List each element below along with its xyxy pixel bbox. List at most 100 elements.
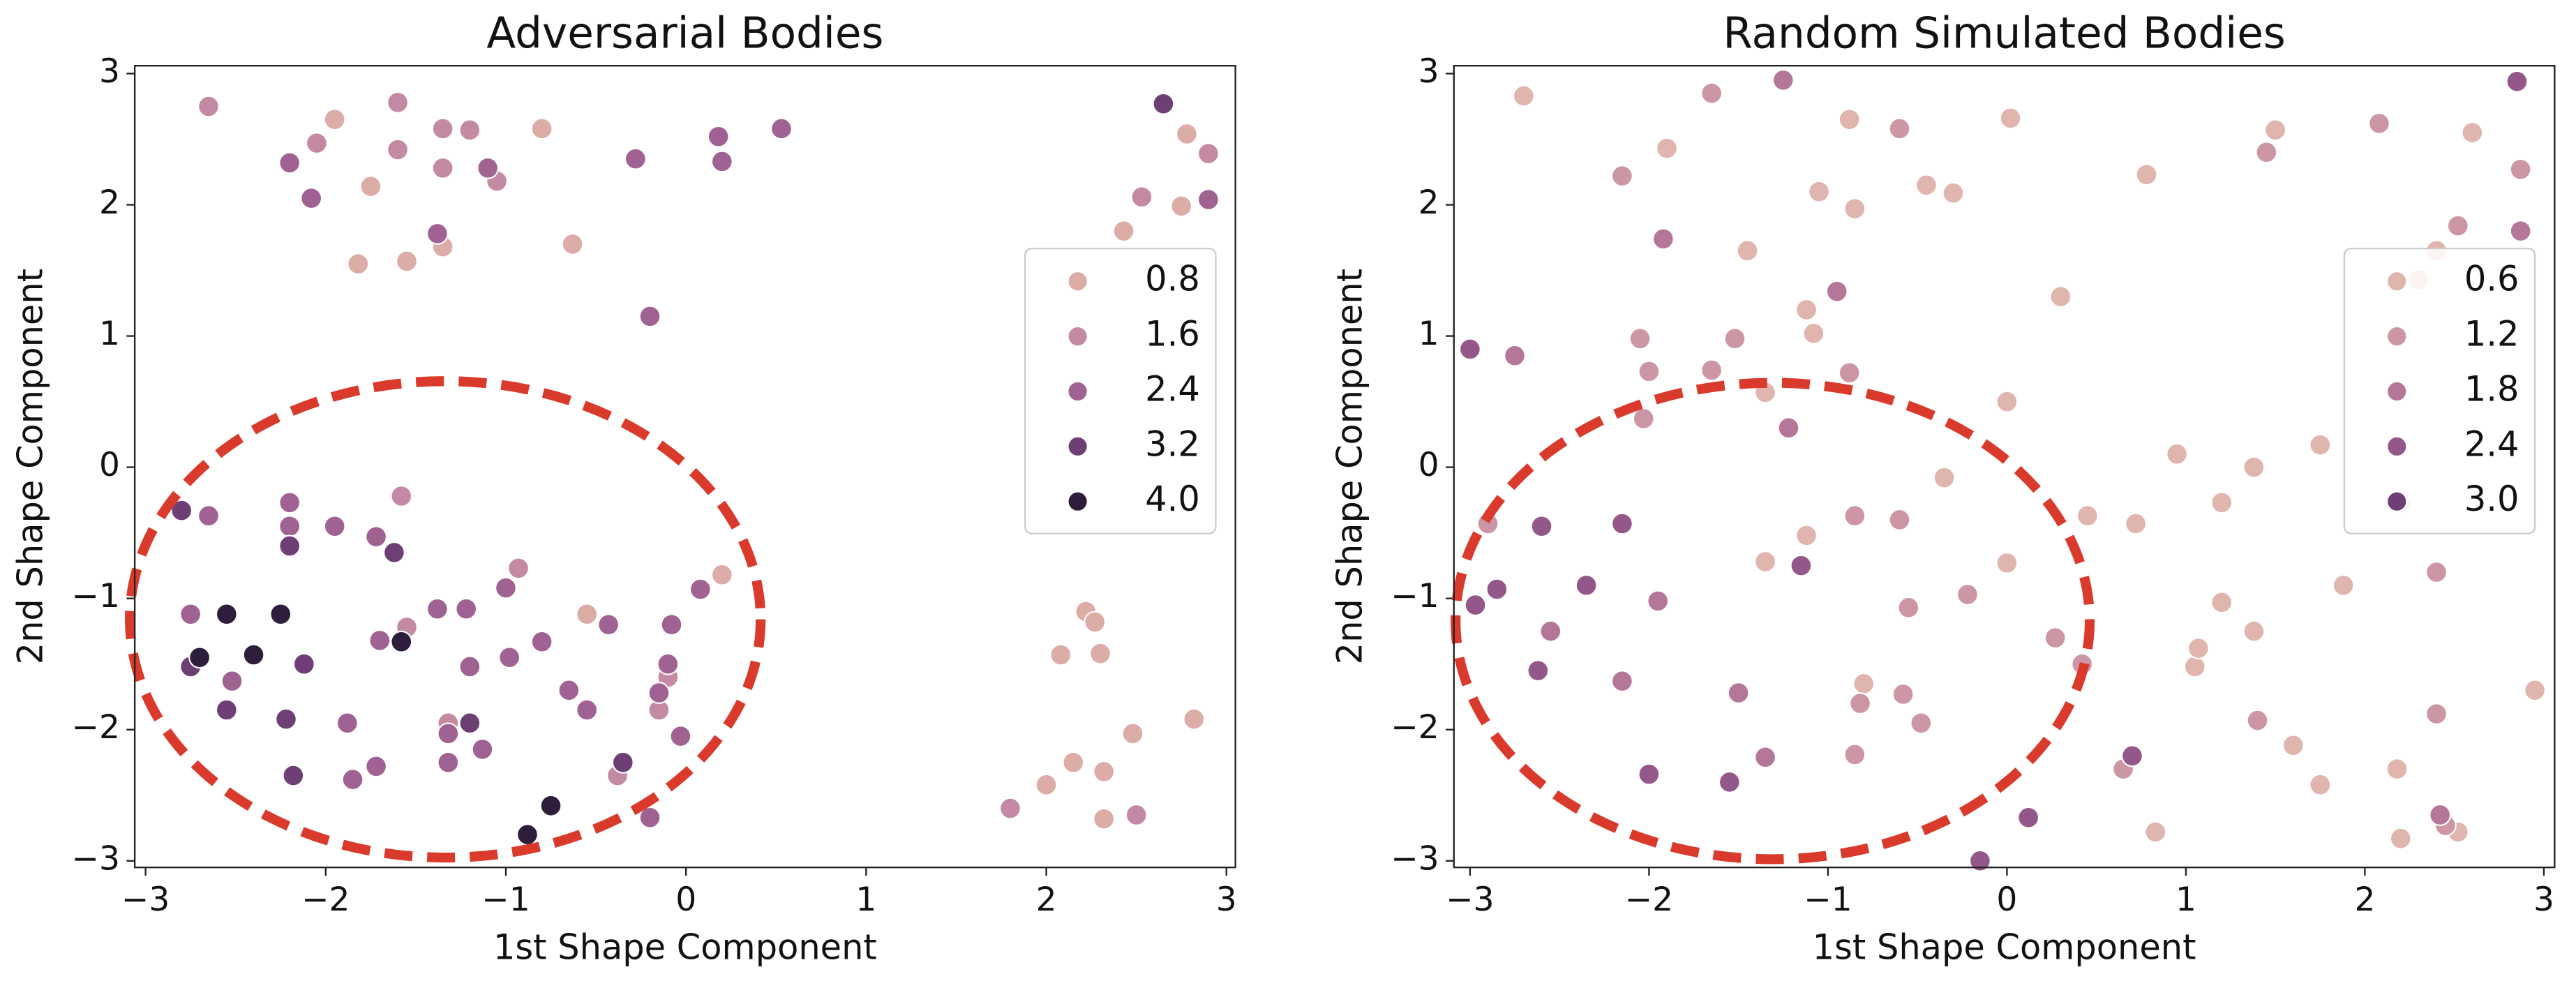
point — [1777, 417, 1800, 440]
point — [624, 147, 647, 170]
legend-label: 4.0 — [1145, 479, 1200, 519]
point — [516, 823, 539, 846]
x-tick-label: −1 — [1804, 881, 1852, 919]
point — [2425, 561, 2448, 583]
point — [197, 504, 220, 527]
point — [539, 794, 562, 817]
point — [278, 515, 301, 538]
point — [455, 597, 478, 620]
point — [477, 156, 500, 179]
point — [1736, 239, 1759, 262]
point — [220, 670, 244, 693]
point — [710, 563, 733, 586]
point — [2282, 734, 2305, 757]
point — [426, 222, 449, 245]
point — [1628, 327, 1652, 350]
point — [2446, 214, 2469, 237]
point — [1152, 92, 1175, 115]
point — [275, 708, 297, 731]
legend-marker — [1067, 491, 1088, 512]
point — [1915, 174, 1938, 197]
point — [1458, 338, 1481, 361]
point — [365, 525, 387, 548]
point — [282, 764, 305, 787]
point — [657, 652, 680, 675]
point — [1539, 620, 1562, 643]
point — [1183, 708, 1206, 731]
y-tick-label: 2 — [99, 184, 120, 222]
point — [300, 187, 323, 210]
point — [1843, 504, 1866, 527]
point — [1795, 299, 1818, 321]
x-tick-label: −2 — [301, 881, 350, 919]
point — [2461, 121, 2484, 144]
point — [557, 679, 581, 702]
y-axis-label: 2nd Shape Component — [10, 269, 51, 664]
point — [530, 630, 553, 653]
point — [638, 806, 661, 829]
point — [999, 797, 1021, 820]
point — [2210, 591, 2233, 614]
point — [390, 485, 413, 507]
chart-title: Random Simulated Bodies — [1723, 8, 2285, 58]
x-tick-label: 0 — [675, 881, 696, 919]
point — [2389, 827, 2412, 850]
point — [1656, 137, 1678, 160]
point — [2242, 456, 2266, 479]
point — [1112, 220, 1135, 243]
point — [1638, 360, 1661, 383]
point — [458, 655, 481, 678]
point — [336, 712, 359, 735]
y-tick-label: 2 — [1418, 184, 1439, 222]
x-axis-label: 1st Shape Component — [1813, 927, 2196, 967]
point — [242, 643, 265, 666]
point — [2309, 433, 2332, 456]
point — [1652, 227, 1675, 250]
y-tick-label: 1 — [99, 315, 120, 353]
point — [1956, 583, 1979, 606]
point — [498, 646, 521, 669]
point — [179, 603, 202, 626]
legend-label: 1.2 — [2464, 314, 2519, 354]
point — [1197, 142, 1220, 165]
point — [530, 117, 553, 140]
x-tick-label: 1 — [2176, 881, 2196, 919]
point — [1888, 508, 1911, 531]
point — [1035, 773, 1058, 796]
point — [359, 175, 382, 198]
point — [2144, 821, 2167, 844]
point — [1485, 578, 1508, 601]
y-tick-label: −1 — [1391, 577, 1439, 615]
point — [1527, 659, 1550, 682]
point — [323, 108, 346, 131]
point — [278, 534, 301, 557]
point — [426, 597, 449, 620]
point — [1170, 195, 1193, 218]
x-tick-label: −1 — [481, 881, 530, 919]
y-tick-label: 0 — [99, 446, 120, 484]
point — [215, 698, 238, 721]
point — [1754, 551, 1777, 573]
legend-label: 0.8 — [1145, 259, 1200, 299]
point — [507, 557, 530, 580]
y-tick-label: −1 — [72, 577, 120, 615]
point — [2044, 627, 2067, 649]
legend-marker — [2386, 271, 2408, 292]
point — [2242, 620, 2266, 643]
point — [597, 613, 620, 636]
point — [347, 253, 370, 276]
legend-marker — [1067, 380, 1088, 403]
point — [1176, 123, 1198, 145]
point — [390, 630, 413, 653]
point — [2187, 637, 2210, 660]
point — [1727, 682, 1750, 704]
point — [611, 751, 634, 774]
point — [215, 603, 238, 626]
legend-box — [1024, 247, 1217, 534]
point — [1892, 683, 1915, 705]
point — [2524, 679, 2547, 702]
point — [576, 603, 599, 626]
point — [707, 125, 730, 148]
legend-marker — [1067, 435, 1088, 458]
point — [1125, 804, 1148, 826]
